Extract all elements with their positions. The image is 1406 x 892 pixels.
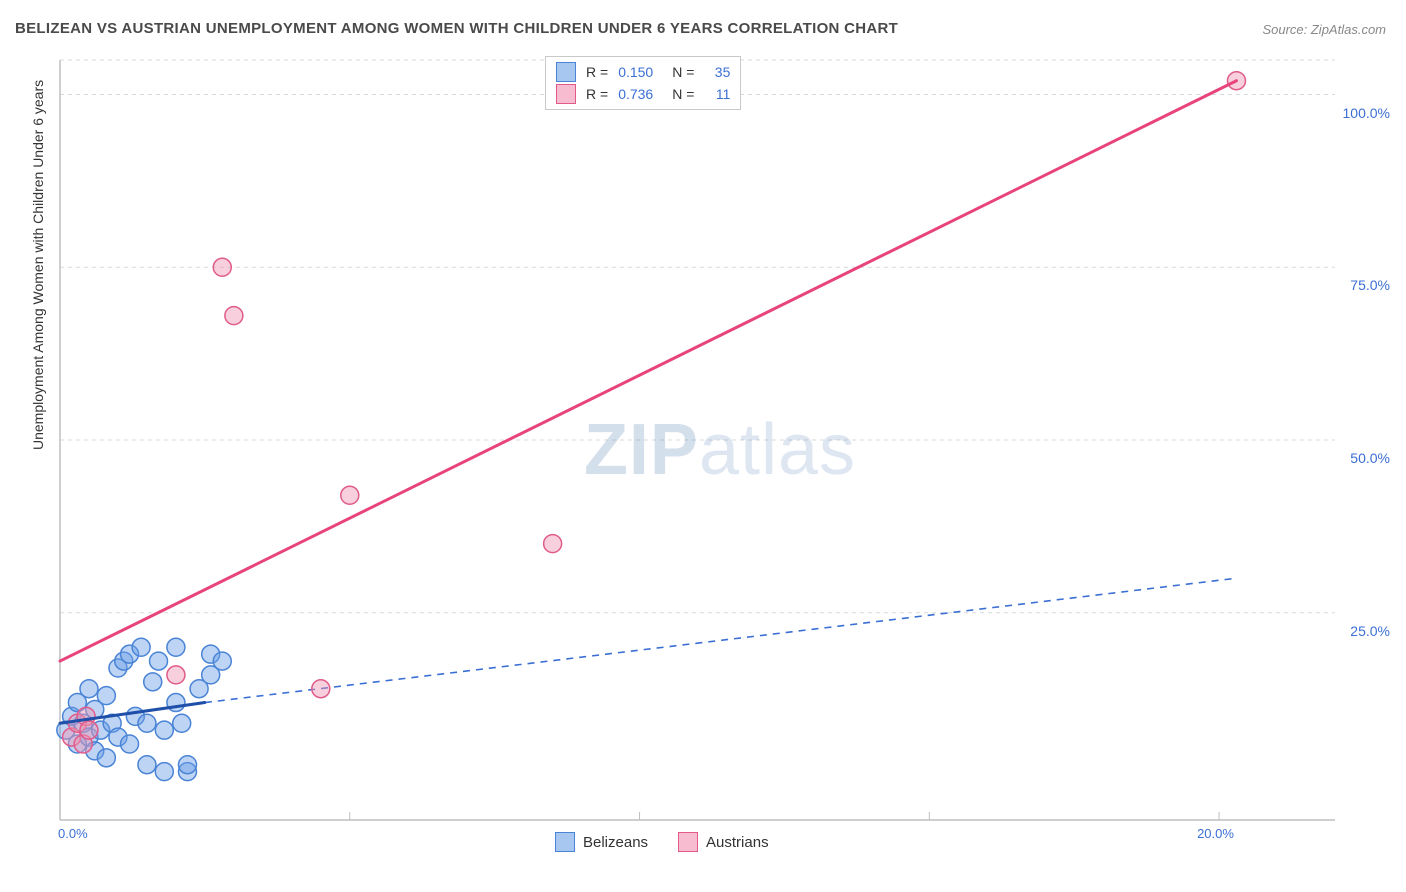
x-tick-label: 20.0%	[1197, 826, 1234, 841]
legend-row-belizeans: R = 0.150 N = 35	[556, 61, 730, 83]
legend-swatch-icon	[555, 832, 575, 852]
n-value: 11	[704, 86, 730, 102]
scatter-chart: ZIPatlas R =0.150N =35R =0.736N =11 Beli…	[55, 50, 1385, 850]
y-tick-label: 50.0%	[1350, 450, 1390, 466]
y-axis-label: Unemployment Among Women with Children U…	[30, 80, 46, 450]
legend-swatch-icon	[556, 62, 576, 82]
r-value: 0.150	[618, 64, 662, 80]
source-attribution: Source: ZipAtlas.com	[1262, 22, 1386, 37]
r-value: 0.736	[618, 86, 662, 102]
r-label: R =	[586, 86, 608, 102]
n-label: N =	[672, 64, 694, 80]
chart-svg	[55, 50, 1385, 850]
series-legend-belizeans: Belizeans	[555, 832, 648, 852]
y-tick-label: 25.0%	[1350, 623, 1390, 639]
legend-row-austrians: R = 0.736 N = 11	[556, 83, 730, 105]
chart-title: BELIZEAN VS AUSTRIAN UNEMPLOYMENT AMONG …	[15, 20, 898, 37]
y-tick-label: 100.0%	[1343, 105, 1390, 121]
legend-swatch-icon	[556, 84, 576, 104]
legend-swatch-icon	[678, 832, 698, 852]
r-label: R =	[586, 64, 608, 80]
series-label: Belizeans	[583, 834, 648, 851]
correlation-legend: R = 0.150 N = 35 R = 0.736 N = 11	[545, 56, 741, 110]
series-legend: Belizeans Austrians	[555, 832, 769, 852]
n-label: N =	[672, 86, 694, 102]
series-label: Austrians	[706, 834, 769, 851]
n-value: 35	[704, 64, 730, 80]
y-tick-label: 75.0%	[1350, 277, 1390, 293]
x-tick-label: 0.0%	[58, 826, 88, 841]
series-legend-austrians: Austrians	[678, 832, 769, 852]
